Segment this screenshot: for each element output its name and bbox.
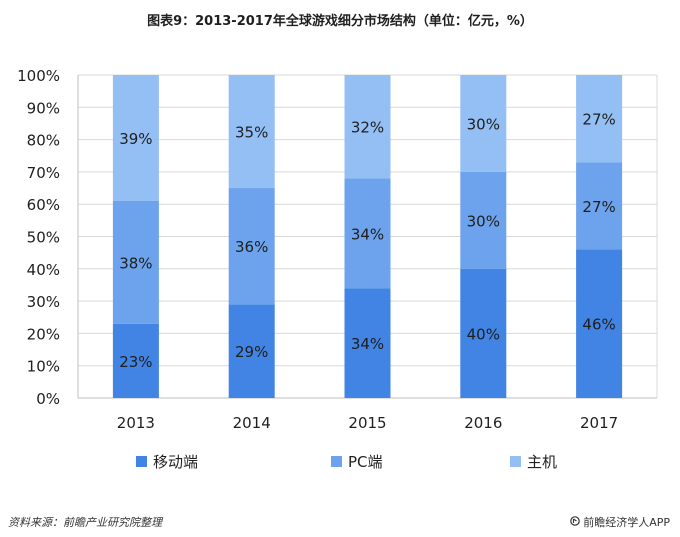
data-label: 30% bbox=[467, 212, 500, 230]
data-label: 35% bbox=[235, 124, 268, 142]
data-label: 40% bbox=[467, 325, 500, 343]
bar-segment bbox=[112, 200, 159, 324]
data-label: 32% bbox=[351, 119, 384, 137]
y-tick-label: 70% bbox=[27, 164, 60, 182]
legend-swatch-pc bbox=[331, 456, 342, 467]
legend-label-pc: PC端 bbox=[348, 453, 383, 471]
bar-segment bbox=[576, 249, 623, 398]
legend-item-pc: PC端 bbox=[331, 451, 383, 472]
x-tick-label: 2013 bbox=[117, 414, 155, 432]
data-label: 23% bbox=[119, 353, 152, 371]
data-label: 29% bbox=[235, 343, 268, 361]
bar-segment bbox=[112, 75, 159, 201]
x-tick-label: 2017 bbox=[580, 414, 618, 432]
data-label: 30% bbox=[467, 115, 500, 133]
bar-segment bbox=[228, 304, 275, 398]
y-tick-label: 80% bbox=[27, 132, 60, 150]
data-label: 39% bbox=[119, 130, 152, 148]
bar-segment bbox=[228, 188, 275, 305]
y-tick-label: 30% bbox=[27, 293, 60, 311]
y-tick-label: 60% bbox=[27, 196, 60, 214]
bar-segment bbox=[228, 75, 275, 189]
legend-label-console: 主机 bbox=[527, 453, 558, 471]
data-label: 46% bbox=[582, 316, 615, 334]
y-tick-label: 0% bbox=[36, 390, 60, 408]
footer: 资料来源：前瞻产业研究院整理 前瞻经济学人APP bbox=[0, 510, 680, 537]
x-tick-label: 2016 bbox=[464, 414, 502, 432]
bar-segment bbox=[344, 178, 391, 289]
y-tick-label: 50% bbox=[27, 229, 60, 247]
bar-segment bbox=[112, 323, 159, 398]
bar-segment bbox=[344, 75, 391, 179]
legend-swatch-mobile bbox=[136, 456, 147, 467]
bar-segment bbox=[460, 75, 507, 172]
y-tick-label: 10% bbox=[27, 358, 60, 376]
y-tick-label: 90% bbox=[27, 99, 60, 117]
bar-segment bbox=[460, 171, 507, 269]
legend-label-mobile: 移动端 bbox=[153, 453, 199, 471]
bar-segment bbox=[576, 162, 623, 250]
chart-legend: 移动端 PC端 主机 bbox=[0, 451, 680, 475]
y-tick-label: 100% bbox=[17, 67, 60, 85]
data-label: 34% bbox=[351, 225, 384, 243]
chart-title: 图表9：2013-2017年全球游戏细分市场结构（单位：亿元，%） bbox=[147, 14, 533, 29]
y-tick-label: 20% bbox=[27, 325, 60, 343]
brand-label: 前瞻经济学人APP bbox=[583, 516, 670, 529]
legend-item-mobile: 移动端 bbox=[136, 451, 198, 472]
legend-swatch-console bbox=[510, 456, 521, 467]
brand-credit: 前瞻经济学人APP bbox=[570, 514, 670, 530]
y-tick-label: 40% bbox=[27, 261, 60, 279]
bar-segment bbox=[576, 75, 623, 163]
legend-item-console: 主机 bbox=[510, 451, 557, 472]
brand-logo-icon bbox=[570, 516, 581, 529]
data-label: 38% bbox=[119, 254, 152, 272]
source-note: 资料来源：前瞻产业研究院整理 bbox=[8, 516, 162, 529]
data-label: 34% bbox=[351, 335, 384, 353]
bar-segment bbox=[460, 268, 507, 398]
data-label: 27% bbox=[582, 111, 615, 129]
bar-segment bbox=[344, 288, 391, 398]
x-tick-label: 2014 bbox=[233, 414, 271, 432]
data-label: 36% bbox=[235, 238, 268, 256]
x-tick-label: 2015 bbox=[348, 414, 386, 432]
data-label: 27% bbox=[582, 198, 615, 216]
